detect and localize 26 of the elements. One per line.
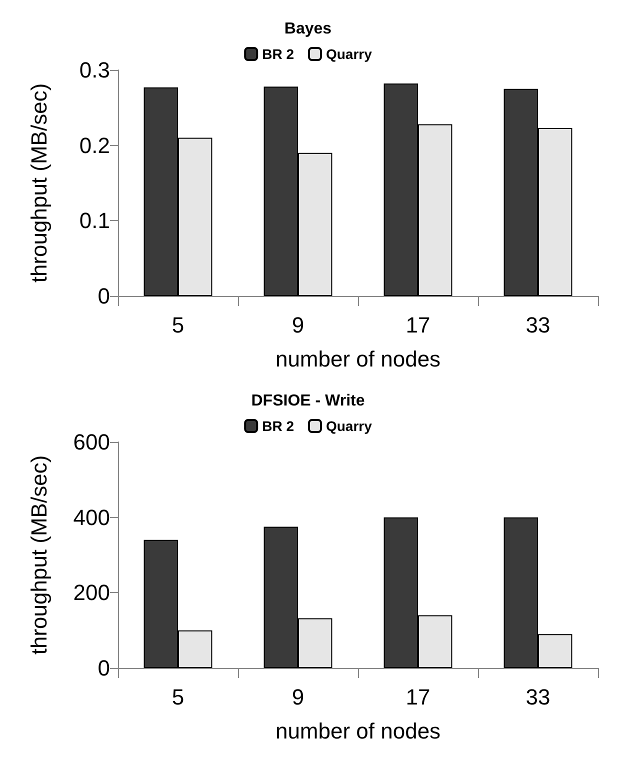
y-tick-label: 400: [73, 504, 110, 530]
x-tick-label: 9: [292, 312, 304, 338]
legend-label: Quarry: [326, 418, 372, 434]
x-tick-label: 9: [292, 684, 304, 710]
y-tick-label: 0: [98, 284, 110, 308]
x-tick-label: 5: [172, 312, 184, 338]
x-axis-title: number of nodes: [275, 718, 441, 744]
chart-title: Bayes: [284, 20, 332, 38]
y-tick-label: 0.1: [79, 208, 110, 234]
x-tick-label: 33: [526, 312, 550, 338]
legend-label: BR 2: [262, 418, 294, 434]
y-tick-label: 0.2: [79, 132, 110, 158]
y-tick-label: 600: [73, 430, 110, 454]
x-tick-label: 17: [406, 684, 430, 710]
y-axis-title: throughput (MB/sec): [26, 455, 52, 655]
x-tick-label: 33: [526, 684, 550, 710]
y-tick-label: 200: [73, 580, 110, 606]
legend-label: BR 2: [262, 46, 294, 62]
legend-label: Quarry: [326, 46, 372, 62]
y-axis-title: throughput (MB/sec): [26, 83, 52, 283]
x-tick-label: 17: [406, 312, 430, 338]
x-axis-title: number of nodes: [275, 346, 441, 372]
chart-title: DFSIOE - Write: [251, 392, 365, 410]
x-tick-label: 5: [172, 684, 184, 710]
y-tick-label: 0.3: [79, 58, 110, 82]
y-tick-label: 0: [98, 656, 110, 680]
